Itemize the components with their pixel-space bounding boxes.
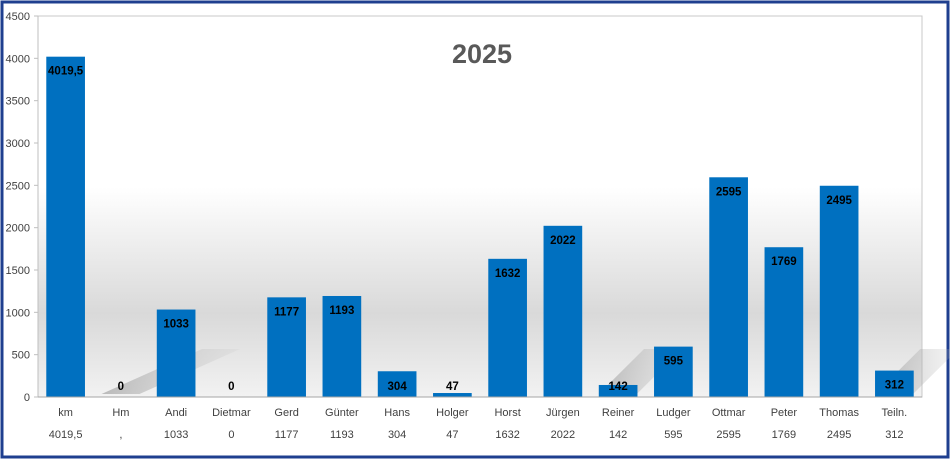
x-tick-label: Teiln. <box>882 407 908 419</box>
chart-title: 2025 <box>452 39 512 69</box>
data-label: 4019,5 <box>48 66 84 78</box>
table-cell: 595 <box>664 429 682 441</box>
x-axis: km Hm Andi Dietmar Gerd Günter Hans Holger Horst… <box>38 396 922 419</box>
bar-Günter <box>322 295 362 397</box>
bar-Gerd <box>267 297 306 397</box>
bar-Teiln. <box>875 370 914 397</box>
x-tick-label: Ottmar <box>712 407 746 419</box>
bar-Andi <box>156 309 196 397</box>
x-tick-label: Ludger <box>656 407 691 419</box>
table-cell: 4019,5 <box>49 429 83 441</box>
table-cell: 1177 <box>275 429 299 441</box>
y-tick-label: 2000 <box>6 223 30 235</box>
table-cell: 1033 <box>164 429 188 441</box>
x-tick-label: Andi <box>165 407 187 419</box>
x-tick-label: Gerd <box>274 407 298 419</box>
data-label: 595 <box>664 356 684 368</box>
bar-Ottmar <box>709 177 748 397</box>
bar-Reiner <box>598 384 638 397</box>
x-tick-label: Reiner <box>602 407 635 419</box>
table-cell: 2495 <box>827 429 851 441</box>
x-tick-label: Günter <box>325 407 359 419</box>
x-tick-label: Dietmar <box>212 407 251 419</box>
data-label: 304 <box>388 381 408 393</box>
x-tick-label: Hans <box>384 407 410 419</box>
table-cell: , <box>119 429 122 441</box>
bar-km <box>46 56 85 397</box>
x-tick-label: Jürgen <box>546 407 580 419</box>
data-label: 1033 <box>163 319 189 331</box>
data-label: 0 <box>228 381 234 393</box>
data-label: 2595 <box>716 186 742 198</box>
table-cell: 304 <box>388 429 406 441</box>
table-cell: 0 <box>228 429 234 441</box>
y-tick-label: 3500 <box>6 96 30 108</box>
x-tick-label: Peter <box>771 407 798 419</box>
y-tick-label: 0 <box>24 392 30 404</box>
table-cell: 1632 <box>495 429 519 441</box>
y-tick-label: 1500 <box>6 265 30 277</box>
bar-Holger <box>433 393 472 397</box>
bar-Thomas <box>819 185 859 397</box>
data-label: 1769 <box>771 256 797 268</box>
data-label: 2022 <box>550 235 576 247</box>
data-label: 1632 <box>495 268 521 280</box>
bar-Horst <box>488 258 527 397</box>
data-label: 142 <box>609 381 628 393</box>
data-label: 2495 <box>826 195 852 207</box>
x-tick-label: Holger <box>436 407 469 419</box>
bar-Ludger <box>654 346 693 397</box>
table-cell: 2595 <box>716 429 740 441</box>
table-cell: 142 <box>609 429 627 441</box>
table-cell: 312 <box>885 429 903 441</box>
table-cell: 47 <box>446 429 458 441</box>
x-tick-label: km <box>58 407 73 419</box>
x-tick-label: Horst <box>494 407 520 419</box>
bar-Peter <box>764 247 804 397</box>
y-tick-label: 1000 <box>6 307 30 319</box>
bar-Jürgen <box>543 225 583 397</box>
data-label: 0 <box>118 381 124 393</box>
y-tick-label: 4000 <box>6 53 30 65</box>
bar-series: 4019,5 0 1033 0 1177 1193 304 47 1632 2022 142 595 2… <box>46 56 914 397</box>
data-label: 312 <box>885 380 904 392</box>
y-axis: 0 500 1000 1500 2000 2500 3000 3500 4000 4500 <box>6 11 39 404</box>
bar-Hans <box>377 371 417 397</box>
data-label: 47 <box>446 381 459 393</box>
y-tick-label: 2500 <box>6 180 30 192</box>
x-tick-label: Hm <box>112 407 129 419</box>
data-label: 1177 <box>274 306 299 318</box>
x-tick-label: Thomas <box>819 407 859 419</box>
data-label: 1193 <box>329 305 354 317</box>
table-cell: 1193 <box>330 429 354 441</box>
y-tick-label: 3000 <box>6 138 30 150</box>
data-table: 4019,5, 1033 0 1177 1193 304 47 1632 2022 142 595 2… <box>49 429 904 441</box>
table-cell: 2022 <box>551 429 575 441</box>
y-tick-label: 4500 <box>6 11 30 23</box>
y-tick-label: 500 <box>12 350 30 362</box>
table-cell: 1769 <box>772 429 796 441</box>
